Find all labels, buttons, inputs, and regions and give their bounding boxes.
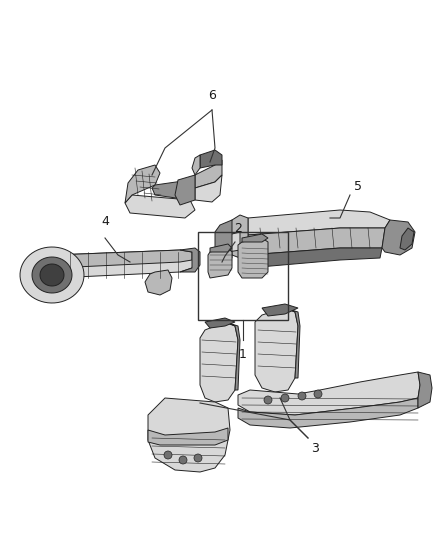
Circle shape [264, 396, 272, 404]
Polygon shape [40, 250, 195, 278]
Polygon shape [400, 228, 414, 250]
Polygon shape [248, 210, 390, 235]
Polygon shape [205, 318, 235, 328]
Polygon shape [145, 270, 172, 295]
Polygon shape [125, 195, 195, 218]
Polygon shape [192, 155, 200, 175]
Text: 3: 3 [311, 442, 319, 455]
Polygon shape [215, 220, 232, 262]
Polygon shape [32, 257, 72, 293]
Polygon shape [238, 372, 420, 415]
Polygon shape [148, 398, 230, 472]
Polygon shape [248, 248, 382, 268]
Polygon shape [200, 150, 222, 168]
Polygon shape [180, 248, 200, 272]
Polygon shape [238, 238, 268, 278]
Text: 4: 4 [101, 215, 109, 228]
Polygon shape [208, 248, 232, 278]
Polygon shape [248, 228, 385, 255]
Polygon shape [262, 304, 298, 316]
Polygon shape [195, 175, 222, 202]
Polygon shape [152, 180, 195, 200]
Circle shape [281, 394, 289, 402]
Polygon shape [42, 250, 192, 268]
Polygon shape [195, 160, 222, 188]
Polygon shape [285, 308, 300, 378]
Circle shape [194, 454, 202, 462]
Polygon shape [210, 244, 232, 252]
Polygon shape [255, 308, 298, 392]
Polygon shape [418, 372, 432, 408]
Polygon shape [228, 232, 240, 252]
Circle shape [179, 456, 187, 464]
Circle shape [298, 392, 306, 400]
Polygon shape [242, 234, 268, 242]
Polygon shape [225, 322, 240, 390]
Polygon shape [20, 247, 84, 303]
Circle shape [314, 390, 322, 398]
Polygon shape [382, 220, 415, 255]
Polygon shape [200, 322, 238, 402]
Text: 5: 5 [354, 180, 362, 193]
Text: 1: 1 [239, 348, 247, 361]
Bar [198, 232, 288, 320]
Text: 6: 6 [208, 89, 216, 102]
Circle shape [164, 451, 172, 459]
Polygon shape [228, 215, 248, 258]
Polygon shape [238, 398, 418, 428]
Polygon shape [175, 175, 195, 205]
Text: 2: 2 [234, 222, 242, 235]
Polygon shape [40, 264, 64, 286]
Polygon shape [125, 165, 160, 203]
Polygon shape [148, 428, 228, 445]
